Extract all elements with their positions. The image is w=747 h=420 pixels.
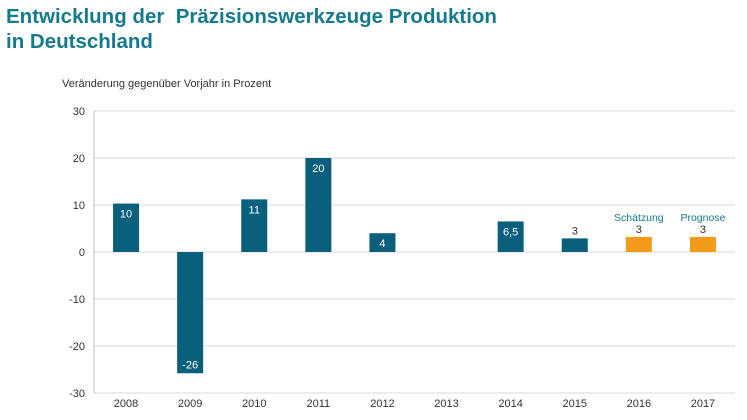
y-tick-label: -20 xyxy=(69,341,85,353)
x-tick-label: 2013 xyxy=(434,398,458,410)
data-label: 20 xyxy=(312,163,324,175)
data-label: 10 xyxy=(120,209,132,221)
y-tick-label: 10 xyxy=(73,200,85,212)
y-tick-label: -10 xyxy=(69,294,85,306)
bar xyxy=(113,203,140,252)
y-axis-label: Veränderung gegenüber Vorjahr in Prozent xyxy=(62,78,271,90)
y-tick-label: 30 xyxy=(73,106,85,118)
bar xyxy=(177,252,204,374)
bar xyxy=(561,238,588,252)
bar-annotation: Schätzung xyxy=(614,212,664,224)
x-tick-label: 2008 xyxy=(114,398,138,410)
data-label: 3 xyxy=(636,224,642,236)
x-tick-label: 2016 xyxy=(627,398,651,410)
data-label: 3 xyxy=(572,225,578,237)
bar-annotation: Prognose xyxy=(680,212,725,224)
x-tick-label: 2011 xyxy=(307,398,331,410)
bar xyxy=(625,236,652,252)
x-tick-label: 2017 xyxy=(691,398,715,410)
bar xyxy=(369,233,396,252)
bar xyxy=(241,199,268,252)
bar xyxy=(305,158,332,252)
data-label: 6,5 xyxy=(503,226,518,238)
bar xyxy=(497,221,524,252)
x-tick-label: 2009 xyxy=(178,398,202,410)
x-tick-label: 2015 xyxy=(563,398,587,410)
y-tick-labels: 30 20 10 0 -10 -20 -30 xyxy=(69,106,85,400)
data-label: 11 xyxy=(249,204,260,216)
x-tick-label: 2012 xyxy=(370,398,394,410)
data-label: 4 xyxy=(379,238,385,250)
y-tick-label: 0 xyxy=(79,247,85,259)
y-tick-label: 20 xyxy=(73,153,85,165)
x-tick-label: 2010 xyxy=(242,398,266,410)
data-label: 3 xyxy=(700,224,706,236)
chart-title: Entwicklung der Präzisionswerkzeuge Prod… xyxy=(6,4,497,54)
bar xyxy=(689,236,716,252)
y-tick-label: -30 xyxy=(69,388,85,400)
x-tick-labels: 2008 2009 2010 2011 2012 2013 2014 2015 2016 2017 xyxy=(114,398,715,410)
x-tick-label: 2014 xyxy=(498,398,522,410)
data-label: -26 xyxy=(182,359,198,371)
chart-title-line-2: in Deutschland xyxy=(6,30,153,53)
chart-title-line-1: Entwicklung der Präzisionswerkzeuge Prod… xyxy=(6,5,497,28)
